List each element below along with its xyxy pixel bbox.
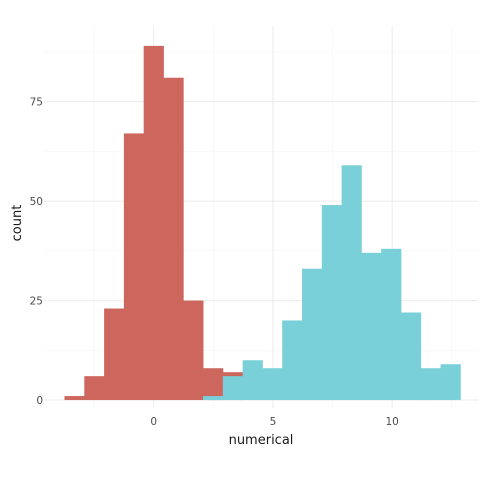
x-tick-label: 5 bbox=[270, 416, 277, 428]
histogram-bar-series-1 bbox=[104, 308, 125, 401]
histogram-bar-series-1 bbox=[163, 77, 184, 401]
bars bbox=[64, 45, 461, 401]
histogram-bar-series-1 bbox=[64, 396, 85, 401]
histogram-bar-series-2 bbox=[282, 320, 303, 401]
histogram-bar-series-2 bbox=[203, 396, 224, 401]
y-tick-label: 75 bbox=[30, 97, 43, 109]
tick-labels: 0 5 10 0 25 50 75 bbox=[30, 97, 399, 428]
histogram-bar-series-2 bbox=[222, 376, 244, 401]
x-tick-label: 0 bbox=[150, 416, 157, 428]
histogram-bar-series-2 bbox=[400, 312, 422, 401]
histogram-bar-series-2 bbox=[321, 205, 342, 401]
y-axis-title: count bbox=[10, 205, 25, 242]
histogram-bar-series-1 bbox=[84, 376, 105, 401]
histogram-bar-series-2 bbox=[242, 360, 263, 401]
histogram-bar-series-1 bbox=[143, 45, 164, 401]
x-tick-label: 10 bbox=[385, 416, 398, 428]
histogram-bar-series-2 bbox=[262, 368, 283, 401]
y-tick-label: 50 bbox=[30, 196, 43, 208]
y-tick-label: 0 bbox=[36, 395, 43, 407]
x-axis-title: numerical bbox=[229, 433, 294, 448]
histogram-bar-series-2 bbox=[341, 165, 362, 401]
histogram-bar-series-1 bbox=[183, 300, 204, 401]
histogram-bar-series-2 bbox=[440, 364, 461, 401]
histogram-bar-series-2 bbox=[381, 248, 402, 401]
histogram-bar-series-2 bbox=[302, 268, 323, 401]
histogram-bar-series-2 bbox=[420, 368, 441, 401]
histogram-bar-series-1 bbox=[123, 133, 145, 401]
y-tick-label: 25 bbox=[30, 296, 43, 308]
histogram-bar-series-2 bbox=[361, 252, 382, 401]
histogram-bar-series-1 bbox=[203, 368, 224, 401]
